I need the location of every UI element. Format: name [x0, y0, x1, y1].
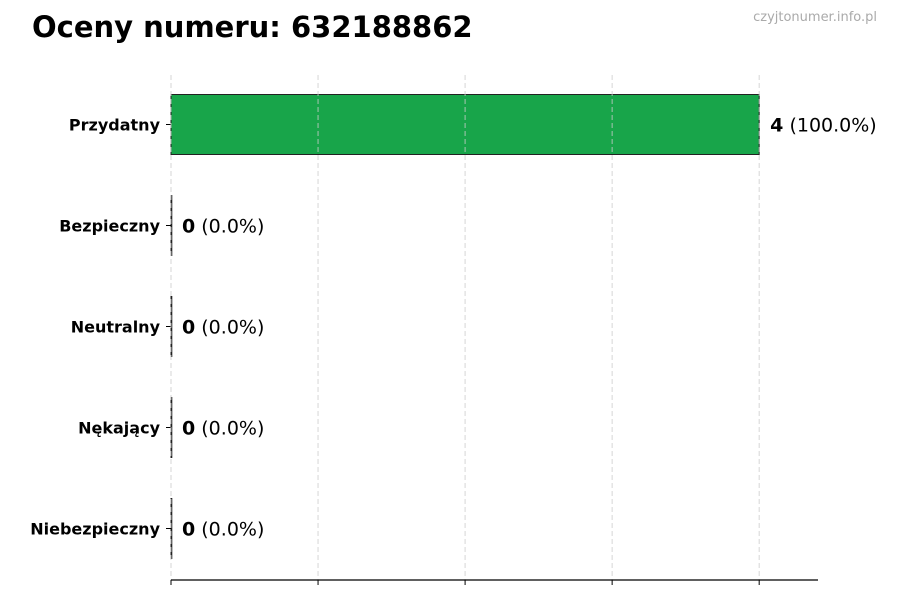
- category-label-3: Nękający: [78, 419, 160, 438]
- data-label-count: 4: [770, 115, 783, 137]
- data-label-count: 0: [182, 317, 195, 339]
- data-label-percent: (0.0%): [195, 317, 264, 339]
- category-label-1: Bezpieczny: [59, 217, 160, 236]
- data-label-percent: (0.0%): [195, 418, 264, 440]
- data-label-0: 4 (100.0%): [770, 115, 877, 137]
- data-label-count: 0: [182, 519, 195, 541]
- data-label-4: 0 (0.0%): [182, 519, 264, 541]
- data-label-1: 0 (0.0%): [182, 216, 264, 238]
- data-label-3: 0 (0.0%): [182, 418, 264, 440]
- data-label-percent: (0.0%): [195, 216, 264, 238]
- chart-title: Oceny numeru: 632188862: [32, 10, 473, 44]
- data-label-count: 0: [182, 418, 195, 440]
- data-label-2: 0 (0.0%): [182, 317, 264, 339]
- category-label-0: Przydatny: [69, 116, 161, 135]
- data-label-count: 0: [182, 216, 195, 238]
- data-label-percent: (0.0%): [195, 519, 264, 541]
- category-label-4: Niebezpieczny: [30, 520, 160, 539]
- category-label-2: Neutralny: [71, 318, 161, 337]
- data-label-percent: (100.0%): [783, 115, 876, 137]
- watermark: czyjtonumer.info.pl: [753, 10, 877, 25]
